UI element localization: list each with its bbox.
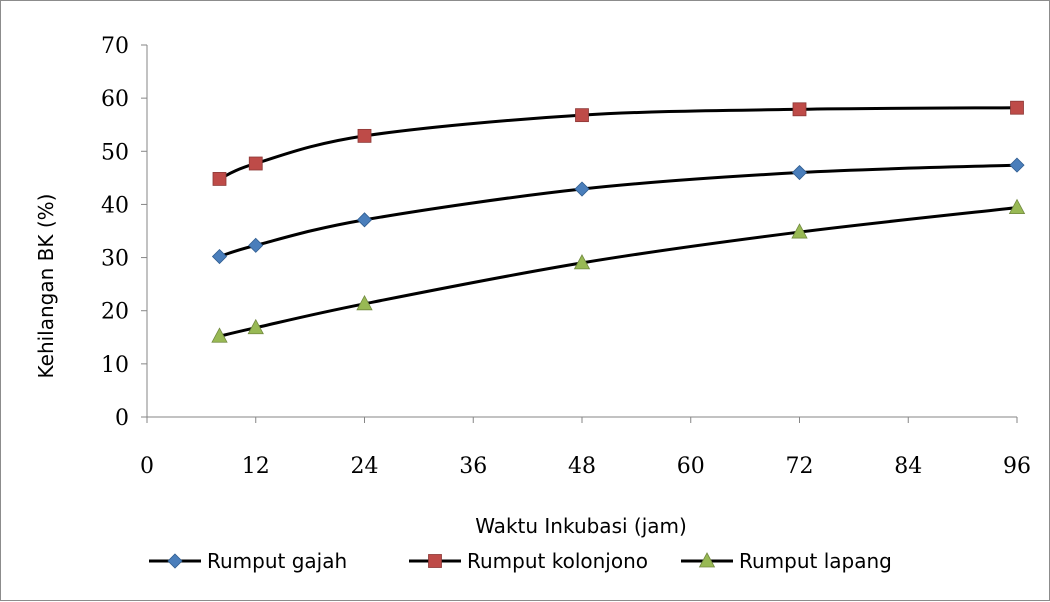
y-tick-label: 40: [101, 193, 129, 218]
y-tick-label: 30: [101, 247, 129, 272]
data-point-series-1: [791, 164, 808, 181]
x-axis-title: Waktu Inkubasi (jam): [475, 514, 687, 538]
data-point-series-3: [791, 223, 808, 239]
series-line-3: [219, 206, 1018, 338]
data-point-series-3: [356, 294, 373, 311]
legend-marker-1: [167, 553, 183, 569]
data-point-series-2: [792, 102, 807, 117]
x-tick-label: 84: [894, 454, 922, 479]
x-tick-label: 96: [1003, 454, 1031, 479]
data-point-series-2: [575, 108, 589, 123]
series-line-2: [218, 106, 1018, 181]
data-point-series-2: [248, 156, 263, 171]
data-point-series-3: [211, 327, 228, 343]
y-tick-label: 20: [101, 300, 129, 325]
series-markers: [211, 100, 1026, 343]
y-axis-title: Kehilangan BK (%): [34, 194, 58, 379]
legend-marker-3: [698, 552, 716, 568]
data-point-series-2: [357, 128, 372, 143]
data-point-series-2: [1010, 100, 1024, 115]
y-tick-label: 60: [101, 87, 129, 112]
y-tick-label: 0: [115, 406, 129, 431]
legend: Rumput gajah Rumput kolonjono Rumput lapan…: [149, 549, 892, 573]
data-point-series-3: [573, 254, 591, 270]
x-tick-label: 36: [459, 454, 487, 479]
legend-label-1: Rumput gajah: [207, 549, 347, 573]
x-tick-label: 12: [242, 454, 270, 479]
legend-label-3: Rumput lapang: [739, 549, 892, 573]
series-lines: [218, 106, 1018, 338]
x-tick-label: 0: [140, 454, 154, 479]
axes: 0 10 20 30 40 50 60 70 0 12 24 36 48 60 72 84 96: [101, 34, 1031, 479]
y-tick-label: 10: [101, 353, 129, 378]
y-tick-label: 70: [101, 34, 129, 59]
data-point-series-1: [1009, 157, 1025, 173]
data-point-series-1: [574, 181, 590, 197]
data-point-series-1: [356, 212, 373, 228]
x-tick-label: 60: [677, 454, 705, 479]
x-tick-label: 48: [568, 454, 596, 479]
y-tick-label: 50: [101, 140, 129, 165]
x-tick-label: 72: [786, 454, 814, 479]
data-point-series-2: [212, 172, 227, 186]
series-line-1: [219, 163, 1018, 258]
x-tick-label: 24: [351, 454, 379, 479]
data-point-series-3: [247, 318, 264, 335]
data-point-series-3: [1008, 198, 1026, 215]
legend-marker-2: [428, 554, 442, 568]
legend-label-2: Rumput kolonjono: [467, 549, 648, 573]
data-point-series-1: [248, 237, 264, 253]
data-point-series-1: [211, 248, 228, 265]
